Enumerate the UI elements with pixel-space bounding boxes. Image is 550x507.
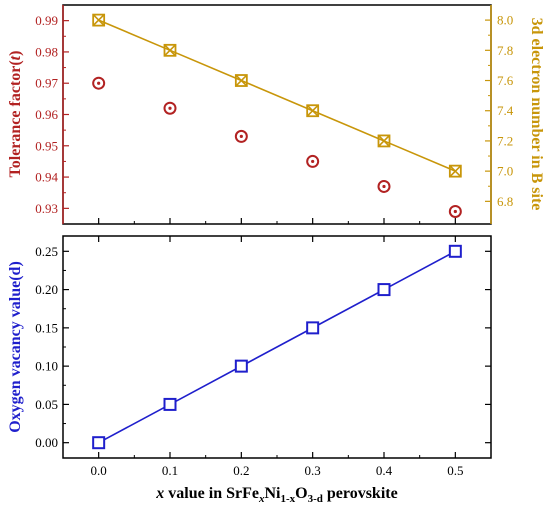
electron-number-point: [234, 74, 248, 87]
electron-number-point: [163, 43, 177, 57]
electron-point-square: [377, 134, 391, 148]
x-tick-label: 0.1: [162, 463, 178, 478]
oxygen-vacancy-point: [92, 436, 106, 450]
oxygen-vacancy-point: [234, 359, 248, 373]
electron-point-cross-b: [306, 104, 319, 117]
electron-number-point: [377, 134, 391, 148]
right-axis-title: 3d electron number in B site: [528, 18, 545, 211]
tolerance-factor-point: [377, 179, 391, 193]
tolerance-point-dot: [239, 134, 243, 138]
left-axis-title-italic: t: [7, 55, 24, 60]
oxygen-vacancy-point: [377, 283, 391, 297]
tolerance-point-dot: [453, 209, 457, 214]
x-axis-title-x: x: [155, 485, 164, 502]
right-y-tick-label: 7.4: [497, 103, 514, 118]
electron-number-point: [92, 13, 106, 27]
bottom-chart-layer: 0.0 0.1 0.2 0.3 0.4 0.5 0.00 0.05 0.10 0.15 0.20 0.…: [35, 236, 491, 478]
bottom-y-tick-label: 0.05: [35, 397, 58, 412]
electron-point-cross-b: [163, 44, 177, 57]
bottom-y-axis-title: Oxygen vacancy value(d): [7, 261, 24, 433]
electron-point-cross-b: [449, 165, 462, 178]
left-axis-title-close: ): [7, 51, 24, 56]
left-axis-title: Tolerance factor(t): [7, 51, 24, 178]
series-line-oxygen-vacancy: [98, 250, 456, 444]
tolerance-factor-point: [234, 129, 248, 143]
x-tick-label: 0.2: [233, 463, 249, 478]
bottom-y-tick-label: 0.15: [35, 320, 58, 335]
x-tick-label: 0.4: [376, 463, 393, 478]
left-y-tick-label: 0.94: [35, 170, 58, 185]
tolerance-point-ring: [163, 101, 177, 115]
x-axis-title-sub1: x: [258, 493, 265, 505]
electron-point-cross-b: [235, 74, 248, 87]
x-axis-title-text1: value in SrFe: [164, 485, 259, 502]
left-y-tick-label: 0.93: [35, 201, 58, 216]
bottom-y-tick-label: 0.00: [35, 435, 58, 450]
right-y-tick-label: 6.8: [497, 194, 513, 209]
bottom-y-tick-label: 0.20: [35, 282, 58, 297]
x-tick-label: 0.3: [305, 463, 321, 478]
x-axis-title: x value in SrFexNi1-xO3-d perovskite: [155, 485, 397, 505]
oxygen-vacancy-point: [163, 397, 177, 411]
x-axis-title-sub2: 1-x: [280, 493, 295, 505]
right-y-tick-label: 7.0: [497, 164, 513, 179]
left-y-tick-label: 0.97: [35, 76, 58, 91]
electron-point-square: [234, 74, 248, 87]
x-tick-label: 0.5: [447, 463, 463, 478]
tolerance-point-ring: [377, 179, 391, 193]
bottom-y-tick-label: 0.10: [35, 359, 58, 374]
right-y-tick-label: 8.0: [497, 13, 513, 28]
left-y-tick-label: 0.98: [35, 44, 58, 59]
tolerance-factor-point: [306, 154, 320, 168]
electron-point-cross-b: [92, 14, 105, 27]
right-y-tick-label: 7.2: [497, 133, 513, 148]
electron-point-square: [92, 13, 106, 27]
top-plot-frame: [62, 4, 492, 225]
x-axis-title-text2: Ni: [264, 485, 281, 502]
tolerance-factor-point: [163, 101, 177, 115]
electron-point-square: [448, 164, 462, 178]
top-chart-layer: 0.93 0.94 0.95 0.96 0.97 0.98 0.99 6.8 7.0 7.2 7.4…: [35, 5, 514, 224]
tolerance-point-ring: [448, 204, 462, 218]
tolerance-factor-point: [448, 204, 462, 218]
tolerance-factor-point: [92, 76, 106, 90]
electron-number-point: [306, 104, 320, 118]
x-axis-title-text4: perovskite: [323, 485, 398, 502]
electron-point-cross-b: [377, 134, 391, 147]
tolerance-point-ring: [234, 129, 248, 143]
series-line-3d-electron: [98, 19, 456, 172]
tolerance-point-ring: [306, 154, 320, 168]
bottom-y-tick-label: 0.25: [35, 244, 58, 259]
electron-point-square: [163, 43, 177, 57]
tolerance-point-ring: [92, 76, 106, 90]
tolerance-point-dot: [168, 106, 172, 110]
electron-number-point: [448, 164, 462, 178]
left-y-tick-label: 0.99: [35, 13, 58, 28]
left-axis-title-main: Tolerance factor(: [7, 60, 24, 177]
electron-point-square: [306, 104, 320, 118]
left-y-tick-label: 0.95: [35, 138, 58, 153]
oxygen-vacancy-point: [448, 244, 462, 258]
x-axis-title-sub3: 3-d: [308, 493, 323, 505]
tolerance-point-dot: [311, 159, 315, 164]
tolerance-point-dot: [97, 81, 101, 85]
right-y-tick-label: 7.6: [497, 73, 514, 88]
x-axis-title-text3: O: [295, 485, 307, 502]
left-y-tick-label: 0.96: [35, 107, 58, 122]
tolerance-point-dot: [382, 184, 386, 189]
x-tick-label: 0.0: [91, 463, 107, 478]
oxygen-vacancy-point: [306, 321, 320, 335]
right-y-tick-label: 7.8: [497, 43, 513, 58]
